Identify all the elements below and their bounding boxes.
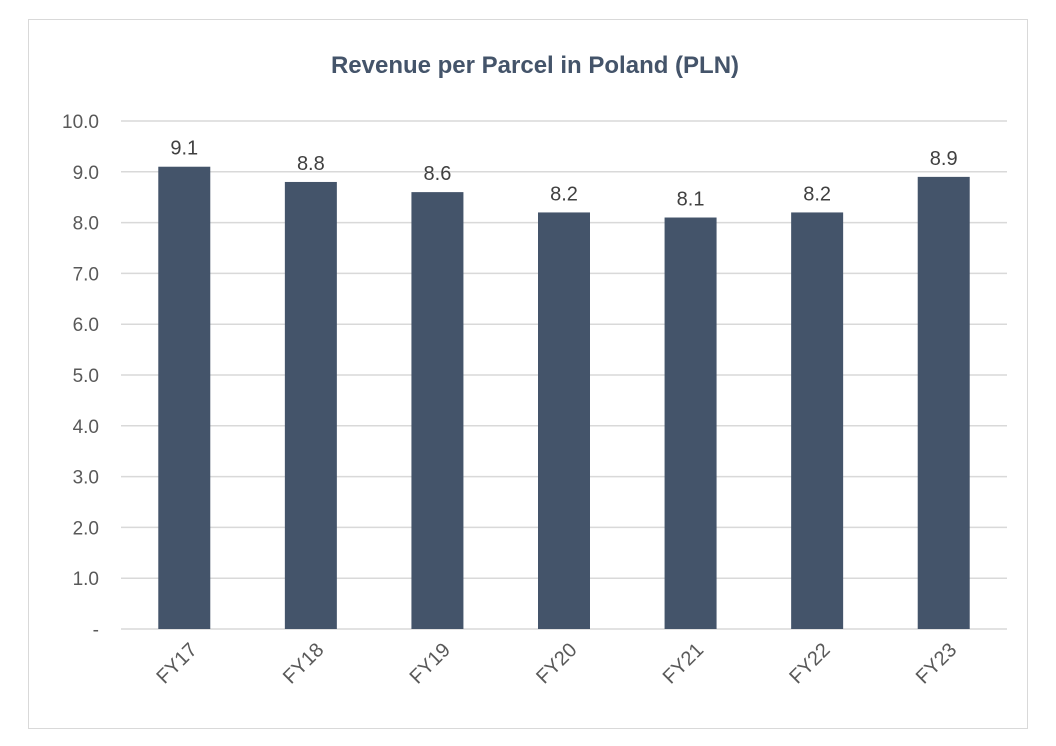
bar-fy22 — [791, 212, 844, 629]
data-labels: 9.1 8.8 8.6 8.2 8.1 8.2 8.9 — [170, 138, 957, 211]
x-tick-label-fy17: FY17 — [152, 639, 201, 688]
x-tick-label-fy22: FY22 — [785, 639, 834, 688]
y-axis: - 1.0 2.0 3.0 4.0 5.0 6.0 7.0 8.0 9.0 10.0 — [62, 112, 99, 641]
x-tick-label-fy21: FY21 — [659, 639, 708, 688]
data-label-fy22: 8.2 — [803, 183, 831, 205]
y-tick-label: 6.0 — [73, 315, 99, 336]
data-label-fy18: 8.8 — [297, 153, 325, 175]
y-tick-label: 9.0 — [73, 163, 99, 184]
x-tick-label-fy20: FY20 — [532, 639, 581, 688]
y-tick-label: 10.0 — [62, 112, 99, 133]
y-tick-label: 2.0 — [73, 518, 99, 539]
data-label-fy23: 8.9 — [930, 148, 958, 170]
bar-fy23 — [917, 176, 970, 629]
y-tick-label: 7.0 — [73, 264, 99, 285]
data-label-fy21: 8.1 — [677, 189, 705, 211]
x-tick-label-fy18: FY18 — [279, 639, 328, 688]
y-tick-label: 3.0 — [73, 468, 99, 489]
data-label-fy20: 8.2 — [550, 183, 578, 205]
bar-fy21 — [664, 217, 717, 629]
y-tick-label: 5.0 — [73, 366, 99, 387]
bars — [158, 166, 970, 629]
y-tick-label: 8.0 — [73, 214, 99, 235]
data-label-fy19: 8.6 — [424, 163, 452, 185]
x-tick-label-fy23: FY23 — [912, 639, 961, 688]
y-tick-label: - — [93, 620, 99, 641]
chart-title: Revenue per Parcel in Poland (PLN) — [331, 52, 739, 79]
x-tick-label-fy19: FY19 — [406, 639, 455, 688]
bar-fy19 — [411, 192, 464, 629]
x-axis: FY17 FY18 FY19 FY20 FY21 FY22 FY23 — [152, 639, 961, 688]
data-label-fy17: 9.1 — [170, 138, 198, 160]
bar-fy17 — [158, 166, 211, 629]
bar-fy20 — [538, 212, 590, 629]
y-tick-label: 4.0 — [73, 417, 99, 438]
bar-fy18 — [284, 181, 337, 629]
y-tick-label: 1.0 — [73, 569, 99, 590]
